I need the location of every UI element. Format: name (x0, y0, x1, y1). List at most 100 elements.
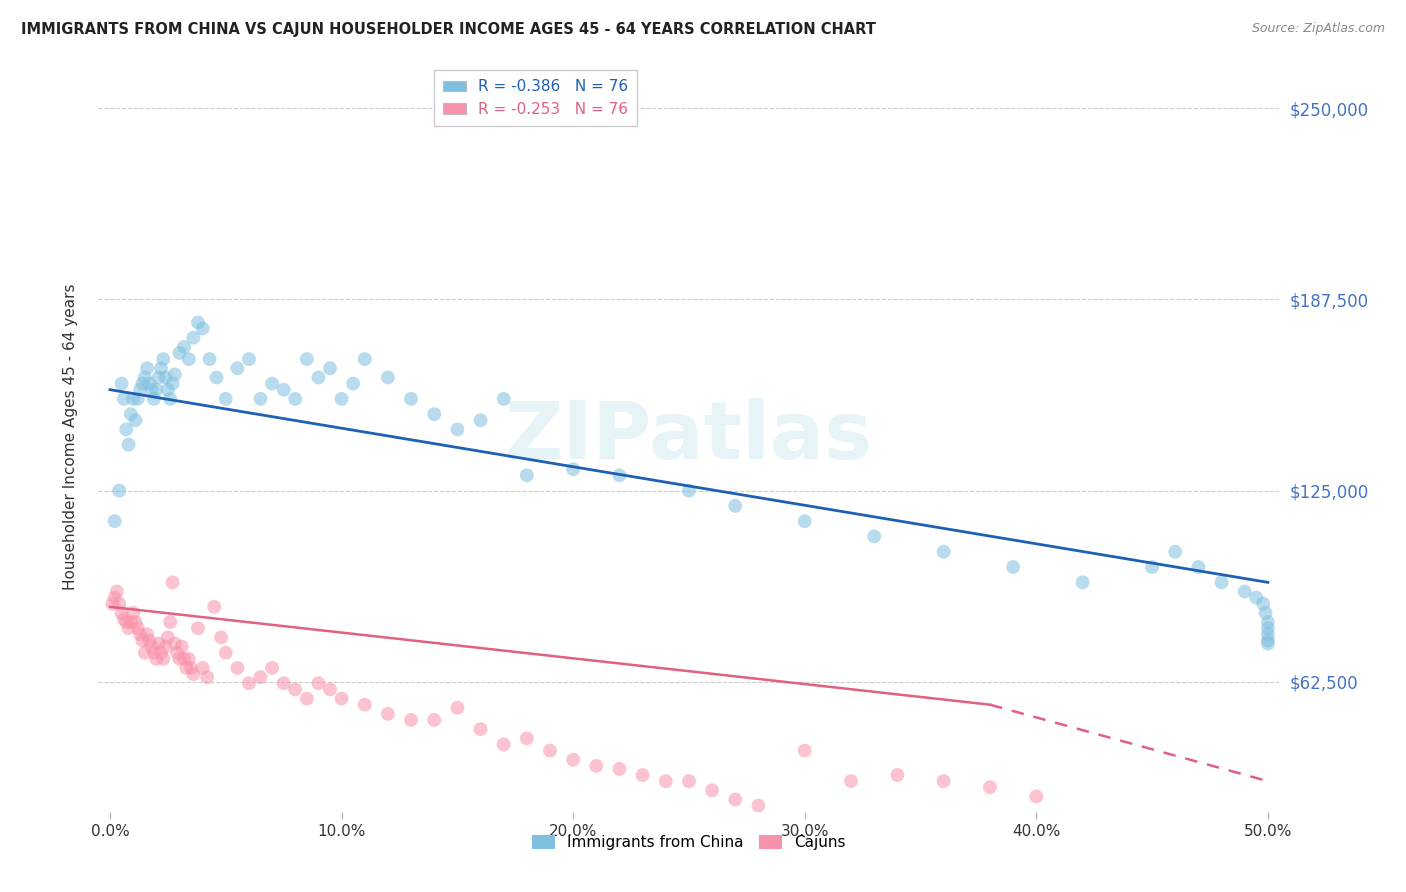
Point (238, 676, 260, 690)
Point (353, 352, 375, 367)
Point (134, 646, 156, 660)
Text: IMMIGRANTS FROM CHINA VS CAJUN HOUSEHOLDER INCOME AGES 45 - 64 YEARS CORRELATION: IMMIGRANTS FROM CHINA VS CAJUN HOUSEHOLD… (21, 22, 876, 37)
Point (492, 738, 515, 752)
Point (446, 700, 468, 714)
Point (112, 392, 135, 406)
Point (173, 340, 195, 354)
Point (145, 652, 167, 666)
Point (1187, 560, 1209, 574)
Point (1257, 621, 1279, 635)
Point (226, 361, 249, 376)
Point (319, 682, 342, 697)
Point (191, 321, 214, 335)
Point (724, 792, 747, 806)
Point (141, 640, 163, 654)
Point (183, 331, 205, 345)
Point (131, 376, 153, 391)
Point (249, 670, 271, 684)
Point (112, 612, 135, 626)
Point (101, 597, 124, 611)
Point (156, 383, 179, 397)
Point (1164, 545, 1187, 559)
Point (104, 514, 127, 528)
Point (170, 640, 193, 654)
Point (932, 545, 955, 559)
Point (1071, 575, 1094, 590)
Point (1257, 636, 1279, 650)
Point (700, 783, 723, 797)
Point (105, 584, 128, 599)
Point (330, 392, 353, 406)
Point (353, 698, 375, 712)
Point (226, 661, 249, 675)
Point (562, 462, 585, 476)
Point (1140, 560, 1163, 574)
Point (127, 392, 149, 406)
Point (129, 627, 152, 641)
Point (793, 514, 815, 528)
Point (120, 407, 142, 421)
Point (886, 768, 908, 782)
Point (262, 376, 284, 391)
Point (155, 640, 177, 654)
Point (176, 661, 198, 675)
Point (149, 361, 172, 376)
Point (295, 691, 318, 706)
Point (115, 615, 138, 629)
Point (108, 483, 131, 498)
Point (655, 774, 678, 789)
Point (215, 392, 238, 406)
Point (138, 376, 160, 391)
Point (307, 370, 329, 384)
Point (110, 606, 132, 620)
Point (747, 798, 769, 813)
Point (295, 352, 318, 367)
Point (108, 597, 131, 611)
Point (342, 376, 364, 391)
Point (209, 631, 232, 645)
Point (124, 413, 146, 427)
Point (1251, 597, 1274, 611)
Point (284, 682, 307, 697)
Point (423, 407, 446, 421)
Point (724, 499, 747, 513)
Point (1254, 606, 1277, 620)
Point (104, 591, 127, 605)
Point (319, 361, 342, 376)
Point (183, 667, 205, 681)
Point (1025, 789, 1047, 804)
Point (143, 646, 166, 660)
Point (187, 621, 209, 635)
Point (202, 599, 225, 614)
Point (423, 713, 446, 727)
Point (399, 392, 422, 406)
Point (127, 621, 149, 635)
Point (273, 676, 295, 690)
Y-axis label: Householder Income Ages 45 - 64 years: Householder Income Ages 45 - 64 years (63, 284, 77, 591)
Point (330, 691, 353, 706)
Point (609, 762, 631, 776)
Point (839, 774, 862, 789)
Point (138, 633, 160, 648)
Point (156, 631, 179, 645)
Point (191, 661, 214, 675)
Point (678, 774, 700, 789)
Point (562, 753, 585, 767)
Point (159, 615, 181, 629)
Point (932, 774, 955, 789)
Point (149, 646, 172, 660)
Point (863, 529, 886, 543)
Point (793, 743, 815, 757)
Point (177, 652, 200, 666)
Point (492, 392, 515, 406)
Point (152, 352, 174, 367)
Point (180, 661, 202, 675)
Point (187, 315, 209, 329)
Point (1211, 575, 1233, 590)
Point (631, 768, 654, 782)
Point (979, 780, 1001, 795)
Point (205, 370, 228, 384)
Point (1246, 591, 1268, 605)
Point (470, 413, 492, 427)
Point (1233, 584, 1256, 599)
